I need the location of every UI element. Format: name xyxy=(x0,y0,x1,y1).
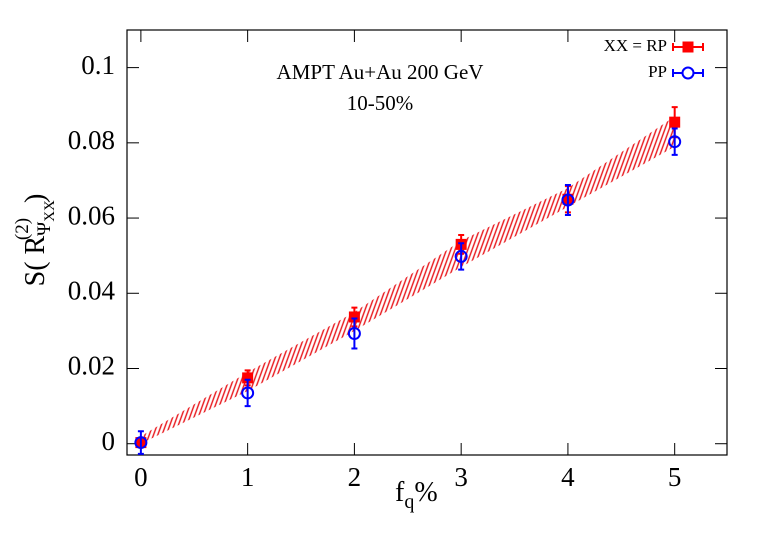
y-tick-label: 0.06 xyxy=(68,200,115,230)
band xyxy=(140,116,675,444)
y-label-part: ) xyxy=(20,194,51,210)
y-label-part: XX xyxy=(42,200,58,222)
error-bar xyxy=(564,183,571,217)
marker xyxy=(347,327,361,341)
y-label-part: (2) xyxy=(12,218,33,240)
annotation: AMPT Au+Au 200 GeV xyxy=(277,60,484,84)
y-tick-label: 0 xyxy=(102,426,116,456)
x-axis-label: fq% xyxy=(395,477,438,512)
x-label-part: % xyxy=(414,477,437,508)
plot-frame xyxy=(126,29,728,456)
marker xyxy=(668,135,682,149)
y-label-part: S( R xyxy=(20,235,51,286)
y-tick-label: 0.02 xyxy=(68,351,115,381)
marker xyxy=(242,372,254,384)
x-tick-label: 1 xyxy=(241,462,255,492)
marker xyxy=(561,193,575,207)
y-tick-label: 0.08 xyxy=(68,125,115,155)
legend-marker xyxy=(681,66,695,80)
annotation: 10-50% xyxy=(347,91,414,115)
marker xyxy=(669,116,681,128)
legend-label: XX = RP xyxy=(604,36,667,55)
y-axis-label: S( RΨXX (2) ) xyxy=(12,194,58,287)
x-tick-label: 4 xyxy=(561,462,575,492)
y-tick-label: 0.04 xyxy=(68,275,116,305)
marker xyxy=(134,436,148,450)
x-label-part: q xyxy=(404,491,414,513)
x-tick-label: 2 xyxy=(348,462,362,492)
x-tick-label: 5 xyxy=(668,462,682,492)
error-bar xyxy=(137,430,144,455)
x-tick-label: 3 xyxy=(454,462,468,492)
y-tick-label: 0.1 xyxy=(81,50,115,80)
y-label-part: Ψ xyxy=(34,222,55,236)
error-bar xyxy=(351,317,358,350)
x-label-part: f xyxy=(395,477,405,508)
error-bar xyxy=(244,378,251,408)
legend-label: PP xyxy=(648,62,667,81)
marker xyxy=(241,386,255,400)
x-tick-label: 0 xyxy=(134,462,148,492)
marker xyxy=(348,311,360,323)
legend-marker xyxy=(682,41,694,53)
error-bar xyxy=(671,127,678,156)
error-bar xyxy=(458,242,465,271)
marker xyxy=(454,249,468,263)
